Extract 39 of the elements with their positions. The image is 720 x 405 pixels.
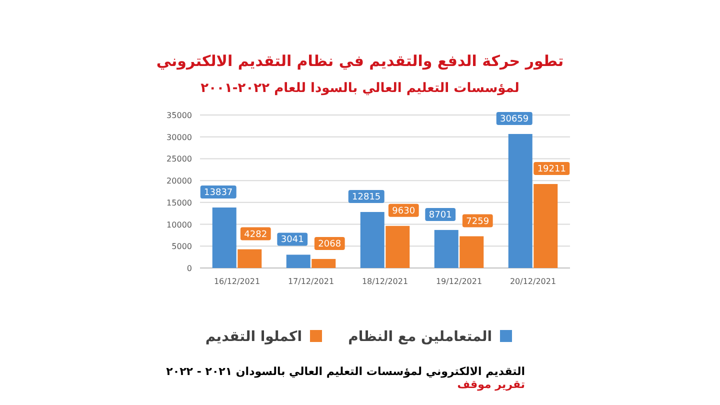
bar bbox=[286, 254, 310, 268]
text: التقديم الالكتروني لمؤسسات التعليم العالي بالسودان ٢٠٢١ - ٢٠٢٢ bbox=[166, 365, 525, 378]
bar bbox=[386, 226, 410, 268]
x-tick-label: 20/12/2021 bbox=[510, 277, 556, 286]
data-label: 12815 bbox=[352, 192, 381, 202]
data-label: 9630 bbox=[392, 206, 416, 216]
x-tick-label: 16/12/2021 bbox=[214, 277, 260, 286]
y-tick-label: 25000 bbox=[166, 154, 192, 164]
y-tick-label: 15000 bbox=[166, 198, 192, 208]
y-tick-label: 20000 bbox=[166, 176, 192, 186]
y-tick-label: 5000 bbox=[172, 242, 192, 252]
y-tick-label: 10000 bbox=[166, 220, 192, 230]
y-tick-label: 0 bbox=[186, 264, 192, 273]
y-tick-label: 35000 bbox=[166, 111, 192, 120]
bar bbox=[312, 258, 336, 268]
data-label: 8701 bbox=[428, 210, 452, 220]
data-label: 30659 bbox=[500, 114, 529, 124]
x-tick-label: 18/12/2021 bbox=[362, 277, 408, 286]
data-label: 19211 bbox=[537, 164, 566, 175]
bar bbox=[534, 184, 558, 268]
legend-label: المتعاملين مع النظام bbox=[348, 329, 492, 345]
y-tick-label: 30000 bbox=[166, 132, 192, 142]
data-label: 13837 bbox=[204, 188, 233, 198]
chart-title: تطور حركة الدفع والتقديم في نظام التقديم الالكتروني bbox=[156, 52, 564, 70]
data-label: 4282 bbox=[244, 230, 268, 240]
x-tick-label: 19/12/2021 bbox=[436, 277, 482, 286]
bar bbox=[460, 236, 484, 268]
bar bbox=[508, 134, 532, 268]
bar bbox=[360, 212, 384, 268]
bar bbox=[238, 249, 262, 268]
bar bbox=[434, 230, 458, 268]
text: تقرير موقف bbox=[457, 378, 525, 391]
chart-subtitle: لمؤسسات التعليم العالي بالسودا للعام ٢٠٢٢-٢٠٠١ bbox=[200, 81, 520, 96]
legend-label: اكملوا التقديم bbox=[205, 329, 302, 345]
data-label: 7259 bbox=[466, 216, 490, 227]
data-label: 2068 bbox=[318, 239, 342, 250]
x-tick-label: 17/12/2021 bbox=[288, 277, 334, 286]
data-label: 3041 bbox=[280, 235, 304, 246]
bar bbox=[212, 208, 236, 268]
